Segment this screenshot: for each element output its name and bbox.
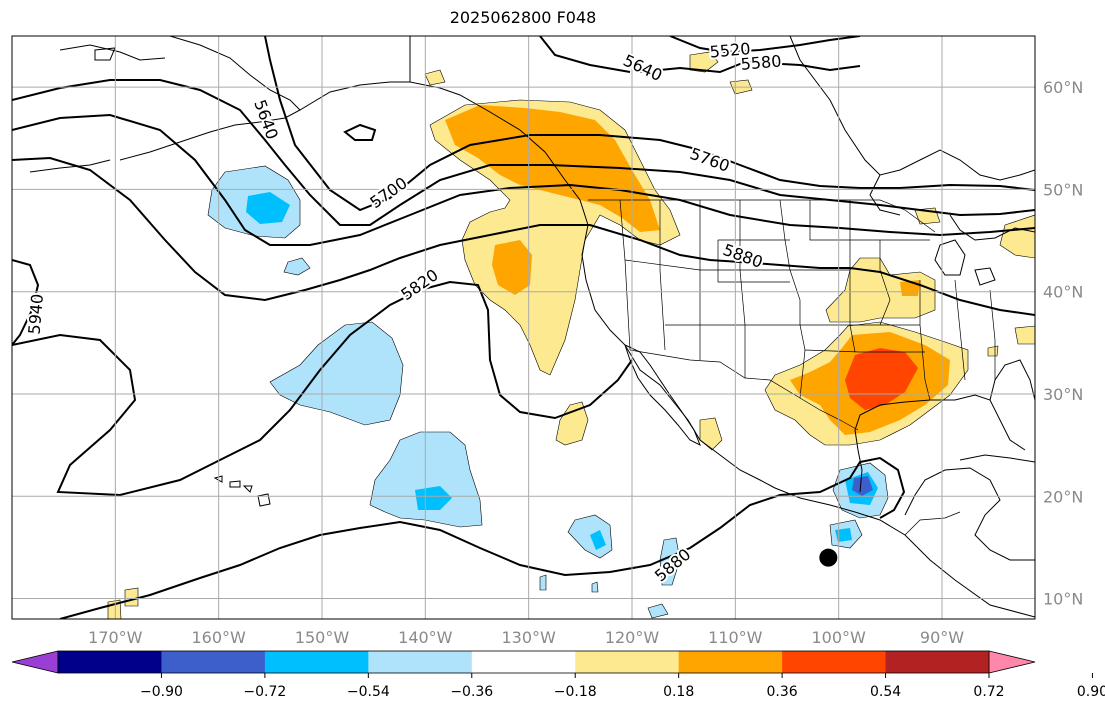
colorbar-extend-high — [988, 650, 1036, 674]
longitude-tick-label: 170°W — [88, 628, 143, 647]
longitude-tick-label: 150°W — [295, 628, 350, 647]
longitude-tick-label: 160°W — [191, 628, 246, 647]
borders — [588, 199, 996, 536]
colorbar-segment — [368, 651, 473, 673]
latitude-tick-label: 40°N — [1043, 283, 1083, 302]
latitude-tick-label: 50°N — [1043, 180, 1083, 199]
colorbar-tick-label: 0.54 — [870, 684, 901, 700]
colorbar-tick-label: −0.72 — [243, 684, 286, 700]
colorbar-segment — [885, 651, 990, 673]
height-contours — [12, 36, 1035, 619]
colorbar-segment — [678, 651, 783, 673]
longitude-tick-label: 130°W — [501, 628, 556, 647]
colorbar-tick-label: −0.54 — [347, 684, 390, 700]
longitude-tick-label: 110°W — [708, 628, 763, 647]
gridlines — [12, 36, 1035, 619]
colorbar-outline — [57, 650, 990, 674]
longitude-tick-label: 140°W — [398, 628, 453, 647]
latitude-tick-label: 30°N — [1043, 385, 1083, 404]
map-title: 2025062800 F048 — [449, 8, 597, 27]
colorbar-tick-label: 0.36 — [767, 684, 798, 700]
colorbar-segment — [58, 651, 162, 673]
colorbar-segment — [782, 651, 887, 673]
colorbar-segment — [264, 651, 369, 673]
colorbar: −0.90 −0.72 −0.54 −0.36 −0.18 0.18 0.36 0.54 0.7… — [11, 650, 1105, 700]
latitude-tick-label: 20°N — [1043, 487, 1083, 506]
colorbar-extend-low — [11, 650, 59, 674]
location-marker — [819, 548, 838, 567]
colorbar-segment — [161, 651, 266, 673]
colorbar-tick-label: −0.36 — [450, 684, 493, 700]
colorbar-tick-label: 0.72 — [973, 684, 1004, 700]
colorbar-tick-label: −0.18 — [554, 684, 597, 700]
negative-anomaly-fill — [207, 165, 889, 619]
longitude-tick-label: 120°W — [605, 628, 660, 647]
colorbar-segment — [575, 651, 680, 673]
latitude-ticks: 60°N 50°N 40°N 30°N 20°N 10°N — [1043, 78, 1083, 608]
longitude-tick-label: 90°W — [920, 628, 964, 647]
longitude-ticks: 170°W 160°W 150°W 140°W 130°W 120°W 110°W 100°W… — [88, 628, 964, 647]
map-frame — [11, 35, 1036, 620]
latitude-tick-label: 60°N — [1043, 78, 1083, 97]
colorbar-tick-label: 0.90 — [1077, 684, 1105, 700]
longitude-tick-label: 100°W — [811, 628, 866, 647]
latitude-tick-label: 10°N — [1043, 590, 1083, 609]
colorbar-tick-label: 0.18 — [663, 684, 694, 700]
colorbar-tick-label: −0.90 — [140, 684, 183, 700]
contour-label: 5940 — [25, 293, 47, 335]
contour-label: 5580 — [740, 51, 782, 73]
colorbar-segment — [471, 651, 576, 673]
